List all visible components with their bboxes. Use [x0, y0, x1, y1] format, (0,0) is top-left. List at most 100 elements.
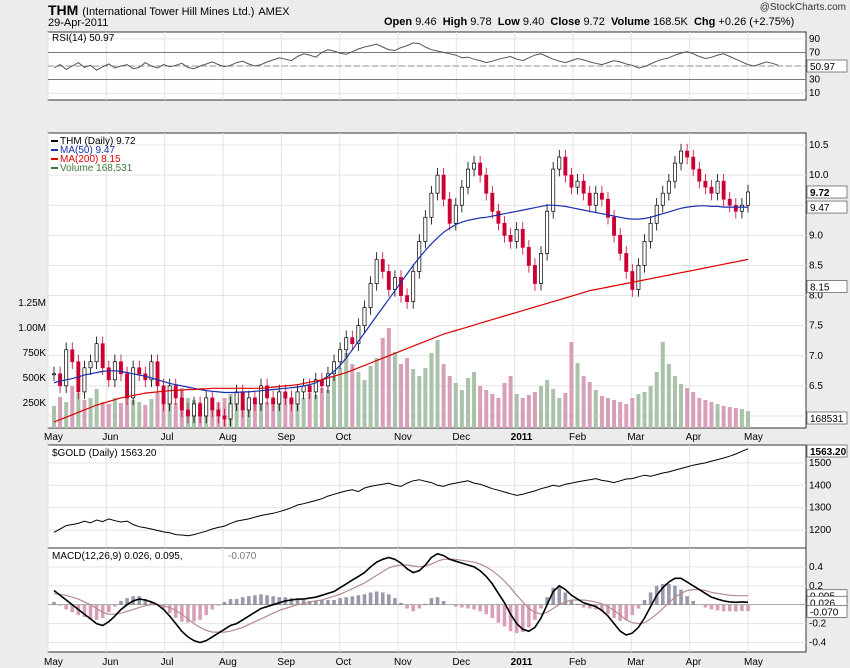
- volume-bar: [612, 400, 617, 428]
- volume-bar: [289, 399, 294, 428]
- volume-bar: [344, 353, 349, 428]
- candle-body: [599, 192, 604, 200]
- ma200-last-value: 8.15: [810, 283, 830, 294]
- month-label: May: [744, 657, 763, 668]
- volume-tick-label: 750K: [23, 348, 47, 359]
- macd-histogram-bar: [356, 595, 361, 605]
- macd-tick-label: 0.4: [809, 562, 823, 573]
- volume-bar: [697, 398, 702, 428]
- volume-bar: [563, 393, 568, 428]
- volume-bar: [691, 392, 696, 428]
- volume-bar: [654, 372, 659, 428]
- volume-bar: [605, 398, 610, 428]
- volume-bar: [118, 403, 123, 428]
- macd-histogram-bar: [301, 600, 306, 605]
- volume-bar: [82, 400, 87, 428]
- candle-body: [709, 186, 714, 194]
- candle-body: [496, 210, 501, 224]
- candle-body: [435, 174, 440, 194]
- volume-tick-label: 250K: [23, 398, 47, 409]
- macd-histogram-bar: [715, 604, 720, 611]
- macd-histogram-bar: [624, 604, 629, 620]
- volume-bar: [679, 384, 684, 428]
- candle-body: [350, 337, 355, 345]
- price-tick-label: 9.0: [809, 230, 823, 241]
- candle-body: [727, 198, 732, 206]
- month-label: Sep: [277, 432, 295, 443]
- macd-histogram-bar: [380, 592, 385, 605]
- volume-bar: [295, 397, 300, 428]
- macd-histogram-bar: [673, 585, 677, 605]
- macd-line: [53, 552, 749, 644]
- price-tick-label: 8.5: [809, 260, 823, 271]
- candle-body: [666, 180, 671, 194]
- candle-body: [167, 385, 172, 405]
- candle-body: [679, 150, 683, 164]
- macd-histogram-bar: [514, 604, 519, 634]
- volume-bar: [478, 386, 483, 428]
- candle-body: [362, 307, 367, 327]
- macd-histogram-bar: [173, 604, 178, 618]
- volume-label: Volume: [610, 16, 650, 28]
- volume-bar: [435, 340, 440, 428]
- candle-body: [624, 253, 629, 272]
- candle-body: [222, 415, 227, 420]
- candle-body: [265, 385, 270, 399]
- legend-entry: MA(200) 8.15: [60, 154, 121, 165]
- stockcharts-credit[interactable]: @StockCharts.com: [759, 2, 846, 13]
- volume-bar: [362, 380, 367, 428]
- candle-body: [234, 391, 239, 405]
- candle-body: [508, 234, 513, 242]
- candle-body: [691, 156, 696, 170]
- macd-histogram-bar: [691, 600, 696, 605]
- candle-body: [399, 277, 403, 296]
- volume-bar: [746, 411, 750, 428]
- candle-body: [161, 385, 166, 405]
- volume-bar: [76, 393, 81, 428]
- macd-last-value-box: [806, 604, 848, 618]
- macd-histogram-bar: [180, 604, 184, 622]
- volume-bar: [630, 398, 635, 428]
- candle-body: [259, 385, 263, 405]
- volume-bar: [715, 404, 720, 428]
- volume-bar: [374, 358, 379, 428]
- candle-body: [119, 361, 123, 375]
- candle-body: [380, 259, 385, 272]
- volume-bar: [593, 390, 598, 428]
- volume-bar: [520, 398, 525, 428]
- rsi-tick-label: 10: [809, 88, 821, 99]
- macd-histogram-bar: [618, 604, 622, 621]
- macd-histogram-bar: [271, 596, 275, 605]
- candle-body: [648, 222, 653, 242]
- macd-histogram-bar: [295, 599, 300, 605]
- volume-bar: [332, 376, 337, 428]
- volume-bar: [703, 400, 708, 428]
- macd-histogram-bar: [240, 597, 245, 605]
- candle-body: [246, 397, 251, 411]
- volume-bar: [618, 402, 623, 428]
- macd-histogram-bar: [667, 583, 671, 605]
- candle-body: [100, 343, 105, 369]
- volume-bar: [338, 368, 343, 428]
- candle-body: [332, 361, 336, 375]
- volume-bar: [532, 392, 537, 428]
- macd-histogram-bar: [557, 585, 562, 605]
- macd-histogram-bar: [405, 604, 409, 609]
- macd-histogram-bar: [727, 604, 732, 612]
- candle-body: [587, 192, 592, 206]
- candle-body: [575, 180, 580, 188]
- macd-histogram-bar: [466, 604, 470, 609]
- volume-bar: [417, 376, 422, 428]
- volume-bar: [106, 404, 111, 428]
- legend-entry: Volume 168,531: [60, 163, 133, 174]
- volume-bar: [131, 400, 136, 428]
- ma50-last-value-box: [806, 200, 848, 214]
- volume-bar: [685, 388, 690, 428]
- candle-body: [392, 277, 397, 290]
- macd-histogram-bar: [648, 592, 653, 605]
- macd-histogram-bar: [253, 595, 257, 605]
- candle-body: [733, 204, 738, 212]
- candle-body: [198, 403, 203, 417]
- month-label: Jun: [102, 657, 118, 668]
